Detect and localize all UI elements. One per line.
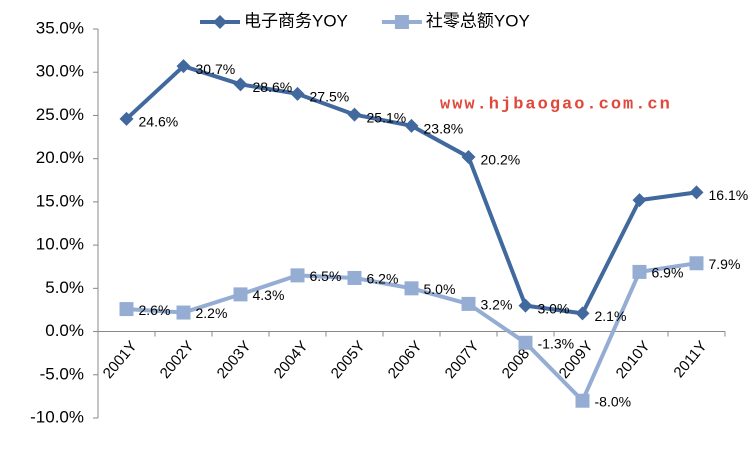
marker <box>233 77 248 92</box>
data-label: 27.5% <box>310 89 350 105</box>
data-label: 28.6% <box>253 79 293 95</box>
marker <box>689 185 704 200</box>
x-tick-label: 2006Y <box>385 338 426 382</box>
data-label: 20.2% <box>481 152 521 168</box>
marker <box>119 302 134 317</box>
data-label: 4.3% <box>253 287 285 303</box>
x-tick-label: 2007Y <box>442 338 483 382</box>
marker <box>119 111 134 126</box>
data-label: 6.2% <box>367 271 399 287</box>
data-label: 3.0% <box>538 300 570 316</box>
x-tick-label: 2002Y <box>157 338 198 382</box>
data-label: 6.5% <box>310 268 342 284</box>
marker <box>461 296 476 311</box>
marker <box>404 118 419 133</box>
y-tick-label: 20.0% <box>36 148 84 167</box>
marker <box>518 298 533 313</box>
marker <box>518 335 533 350</box>
marker <box>632 264 647 279</box>
y-tick-label: -5.0% <box>40 364 84 383</box>
marker <box>233 287 248 302</box>
marker <box>689 256 704 271</box>
marker <box>213 15 227 29</box>
data-label: -1.3% <box>538 335 575 351</box>
marker <box>632 193 647 208</box>
data-label: 24.6% <box>139 114 179 130</box>
marker <box>347 107 362 122</box>
marker <box>176 59 191 74</box>
y-tick-label: 15.0% <box>36 191 84 210</box>
data-label: 2.1% <box>595 308 627 324</box>
x-tick-label: 2010Y <box>613 338 654 382</box>
marker <box>347 270 362 285</box>
x-tick-label: 2005Y <box>328 338 369 382</box>
y-tick-label: 25.0% <box>36 105 84 124</box>
watermark: www.hjbaogao.com.cn <box>440 95 672 114</box>
marker <box>290 86 305 101</box>
x-tick-label: 2011Y <box>670 338 710 381</box>
data-label: 23.8% <box>424 121 464 137</box>
marker <box>290 268 305 283</box>
data-label: 5.0% <box>424 281 456 297</box>
x-tick-label: 2001Y <box>100 338 141 382</box>
marker <box>461 149 476 164</box>
y-tick-label: 30.0% <box>36 62 84 81</box>
marker <box>575 306 590 321</box>
legend-label: 社零总额YOY <box>426 11 530 30</box>
data-label: 7.9% <box>709 256 741 272</box>
data-label: 25.1% <box>367 109 407 125</box>
y-tick-label: 35.0% <box>36 18 84 37</box>
marker <box>176 305 191 320</box>
x-tick-label: 2004Y <box>271 338 312 382</box>
y-tick-label: 10.0% <box>36 235 84 254</box>
data-label: 2.6% <box>139 302 171 318</box>
data-label: 2.2% <box>196 305 228 321</box>
data-label: -8.0% <box>595 393 632 409</box>
x-tick-label: 2003Y <box>214 338 255 382</box>
marker <box>575 393 590 408</box>
data-label: 3.2% <box>481 297 513 313</box>
data-label: 6.9% <box>652 265 684 281</box>
y-tick-label: -10.0% <box>30 407 84 426</box>
y-tick-label: 5.0% <box>45 278 84 297</box>
data-label: 16.1% <box>709 187 748 203</box>
y-tick-label: 0.0% <box>45 321 84 340</box>
marker <box>404 281 419 296</box>
legend-label: 电子商务YOY <box>244 11 348 30</box>
data-label: 30.7% <box>196 61 236 77</box>
marker <box>394 15 409 29</box>
